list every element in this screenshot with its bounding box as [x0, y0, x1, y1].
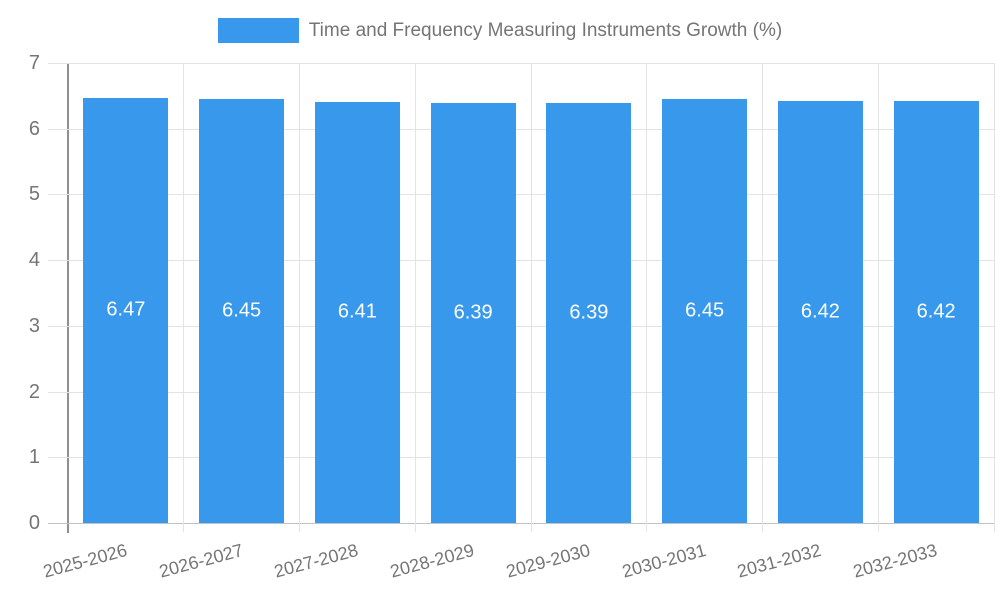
bar-2030-2031: 6.45 — [662, 99, 748, 523]
x-axis-label-2027-2028: 2027-2028 — [272, 540, 361, 582]
bar-value-label-2025-2026: 6.47 — [106, 298, 146, 321]
bar-2025-2026: 6.47 — [83, 97, 169, 523]
y-tick-5 — [48, 194, 68, 196]
gridline-x-5 — [646, 63, 648, 532]
bar-value-label-2028-2029: 6.39 — [453, 301, 493, 324]
bar-value-label-2031-2032: 6.42 — [800, 300, 840, 323]
bar-2027-2028: 6.41 — [314, 101, 400, 523]
gridline-x-6 — [762, 63, 763, 532]
x-axis-label-2030-2031: 2030-2031 — [619, 540, 708, 582]
y-axis-line — [67, 63, 69, 533]
bar-2032-2033: 6.42 — [893, 101, 979, 523]
bar-2028-2029: 6.39 — [430, 103, 516, 523]
bar-2029-2030: 6.39 — [546, 103, 632, 523]
x-axis-label-2026-2027: 2026-2027 — [156, 540, 245, 582]
y-tick-0 — [48, 523, 68, 524]
y-axis-label-2: 2 — [28, 380, 40, 403]
x-axis-label-2031-2032: 2031-2032 — [735, 540, 824, 582]
y-tick-4 — [48, 260, 68, 262]
y-tick-3 — [48, 325, 68, 327]
x-axis-label-2028-2029: 2028-2029 — [387, 540, 477, 582]
x-axis-label-2032-2033: 2032-2033 — [850, 540, 940, 582]
plot-area: 6.47 6.45 6.41 6.39 6.39 6.45 6.42 6.42 — [48, 63, 995, 533]
y-axis-label-7: 7 — [28, 52, 40, 74]
y-axis-label-5: 5 — [28, 183, 40, 206]
y-tick-6 — [48, 128, 68, 130]
gridline-x-4 — [530, 63, 532, 532]
legend[interactable]: Time and Frequency Measuring Instruments… — [0, 18, 1000, 43]
y-axis-label-0: 0 — [28, 512, 40, 534]
gridline-x-2 — [299, 63, 300, 532]
y-axis-label-3: 3 — [28, 314, 40, 337]
bar-value-label-2026-2027: 6.45 — [222, 299, 262, 322]
y-axis-label-1: 1 — [28, 446, 40, 469]
x-axis-label-2025-2026: 2025-2026 — [40, 540, 130, 582]
bar-2031-2032: 6.42 — [777, 101, 863, 523]
gridline-x-3 — [414, 63, 416, 532]
gridline-x-1 — [183, 63, 185, 532]
y-tick-7 — [48, 63, 68, 64]
y-axis-label-6: 6 — [28, 117, 40, 140]
bar-value-label-2029-2030: 6.39 — [569, 301, 609, 324]
y-tick-1 — [48, 457, 68, 459]
y-tick-2 — [48, 391, 68, 393]
bar-value-label-2030-2031: 6.45 — [685, 299, 725, 322]
legend-swatch[interactable] — [217, 18, 299, 43]
bar-2026-2027: 6.45 — [199, 99, 285, 523]
bar-value-label-2027-2028: 6.41 — [337, 300, 377, 323]
y-axis-label-4: 4 — [28, 249, 40, 272]
gridline-x-8 — [993, 63, 995, 532]
bar-value-label-2032-2033: 6.42 — [916, 300, 956, 323]
legend-label[interactable]: Time and Frequency Measuring Instruments… — [308, 19, 783, 41]
gridline-x-7 — [877, 63, 879, 532]
x-axis-label-2029-2030: 2029-2030 — [503, 540, 593, 582]
